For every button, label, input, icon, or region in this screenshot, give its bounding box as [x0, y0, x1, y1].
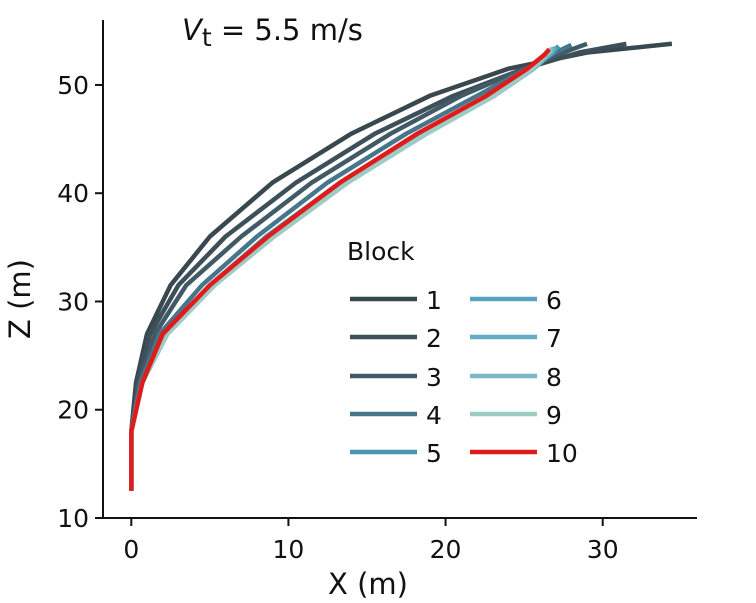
series-lines [129, 41, 673, 491]
x-tick-label: 30 [587, 535, 619, 564]
plot-area: 0 10 20 30 10 20 30 40 50 [57, 20, 697, 564]
x-axis-ticks: 0 10 20 30 [123, 518, 619, 564]
series-line-10 [129, 47, 551, 491]
x-tick-label: 0 [123, 535, 139, 564]
legend-label-10: 10 [546, 439, 578, 468]
title-variable: V [182, 13, 204, 47]
y-axis-label: Z (m) [3, 259, 37, 339]
chart-title: Vt = 5.5 m/s [182, 13, 363, 52]
x-tick-label: 10 [273, 535, 305, 564]
legend: Block 1 2 3 4 5 6 7 8 9 10 [347, 237, 578, 468]
legend-label-7: 7 [546, 324, 562, 353]
legend-label-9: 9 [546, 401, 562, 430]
legend-label-8: 8 [546, 363, 562, 392]
legend-title: Block [347, 237, 415, 266]
series-line-1 [129, 41, 673, 491]
legend-label-5: 5 [426, 439, 442, 468]
y-tick-label: 50 [57, 71, 89, 100]
legend-label-3: 3 [426, 363, 442, 392]
x-axis-label: X (m) [328, 567, 408, 601]
y-tick-label: 30 [57, 287, 89, 316]
y-tick-label: 10 [57, 504, 89, 533]
title-rest: = 5.5 m/s [212, 13, 363, 47]
legend-label-2: 2 [426, 324, 442, 353]
legend-label-6: 6 [546, 286, 562, 315]
x-tick-label: 20 [430, 535, 462, 564]
y-axis-ticks: 10 20 30 40 50 [57, 71, 103, 533]
legend-label-1: 1 [426, 286, 442, 315]
title-subscript: t [202, 23, 212, 52]
series-line-3 [129, 41, 588, 491]
y-tick-label: 20 [57, 396, 89, 425]
y-tick-label: 40 [57, 179, 89, 208]
legend-label-4: 4 [426, 401, 442, 430]
